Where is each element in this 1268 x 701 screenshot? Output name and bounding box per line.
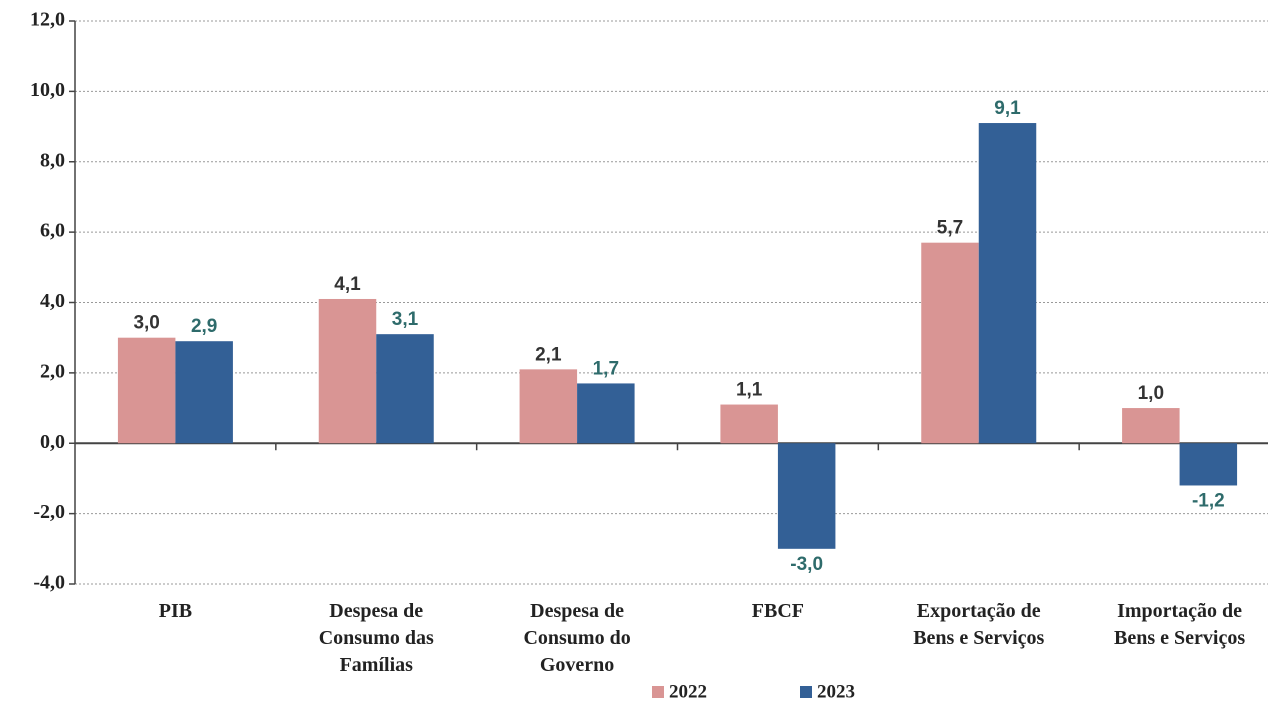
legend-label: 2022: [669, 681, 707, 701]
bar: [577, 383, 635, 444]
legend-swatch: [800, 686, 812, 698]
y-tick-label: 0,0: [40, 431, 65, 453]
bar: [376, 334, 434, 444]
y-tick-label: -2,0: [33, 501, 65, 523]
value-label: -1,2: [1192, 490, 1225, 511]
y-tick-label: 4,0: [40, 290, 65, 312]
bar: [1122, 408, 1180, 444]
legend-swatch: [652, 686, 664, 698]
value-label: 4,1: [334, 274, 361, 295]
value-label: 1,1: [736, 380, 763, 401]
value-label: 9,1: [994, 98, 1021, 119]
value-label: 5,7: [937, 218, 963, 239]
x-tick-label: Despesa de Consumo das Famílias: [318, 600, 434, 676]
value-label: 3,0: [133, 313, 159, 334]
y-tick-label: 2,0: [40, 360, 65, 382]
bar: [117, 337, 176, 444]
bar: [978, 123, 1037, 444]
y-tick-label: 12,0: [30, 9, 65, 31]
y-tick-label: 6,0: [40, 220, 65, 242]
value-label: 2,9: [191, 316, 217, 337]
value-label: 1,0: [1138, 383, 1164, 404]
x-tick-label: PIB: [158, 600, 193, 622]
bar: [1179, 443, 1238, 486]
x-tick-label: Despesa de Consumo do Governo: [523, 600, 631, 676]
legend-label: 2023: [817, 681, 855, 701]
value-label: -3,0: [790, 554, 823, 575]
bar: [175, 341, 233, 444]
x-tick-label: Importação de Bens e Serviços: [1114, 600, 1246, 649]
value-label: 2,1: [535, 344, 562, 365]
bar: [318, 298, 377, 444]
bar: [519, 369, 578, 444]
bar: [720, 404, 778, 444]
x-tick-label: FBCF: [751, 600, 805, 622]
value-label: 3,1: [392, 309, 419, 330]
x-tick-label: Exportação de Bens e Serviços: [913, 600, 1045, 649]
bar: [921, 242, 979, 444]
value-label: 1,7: [593, 358, 619, 379]
bar: [777, 443, 836, 549]
y-tick-label: 10,0: [30, 79, 65, 101]
y-tick-label: 8,0: [40, 149, 65, 171]
y-tick-label: -4,0: [33, 572, 65, 594]
